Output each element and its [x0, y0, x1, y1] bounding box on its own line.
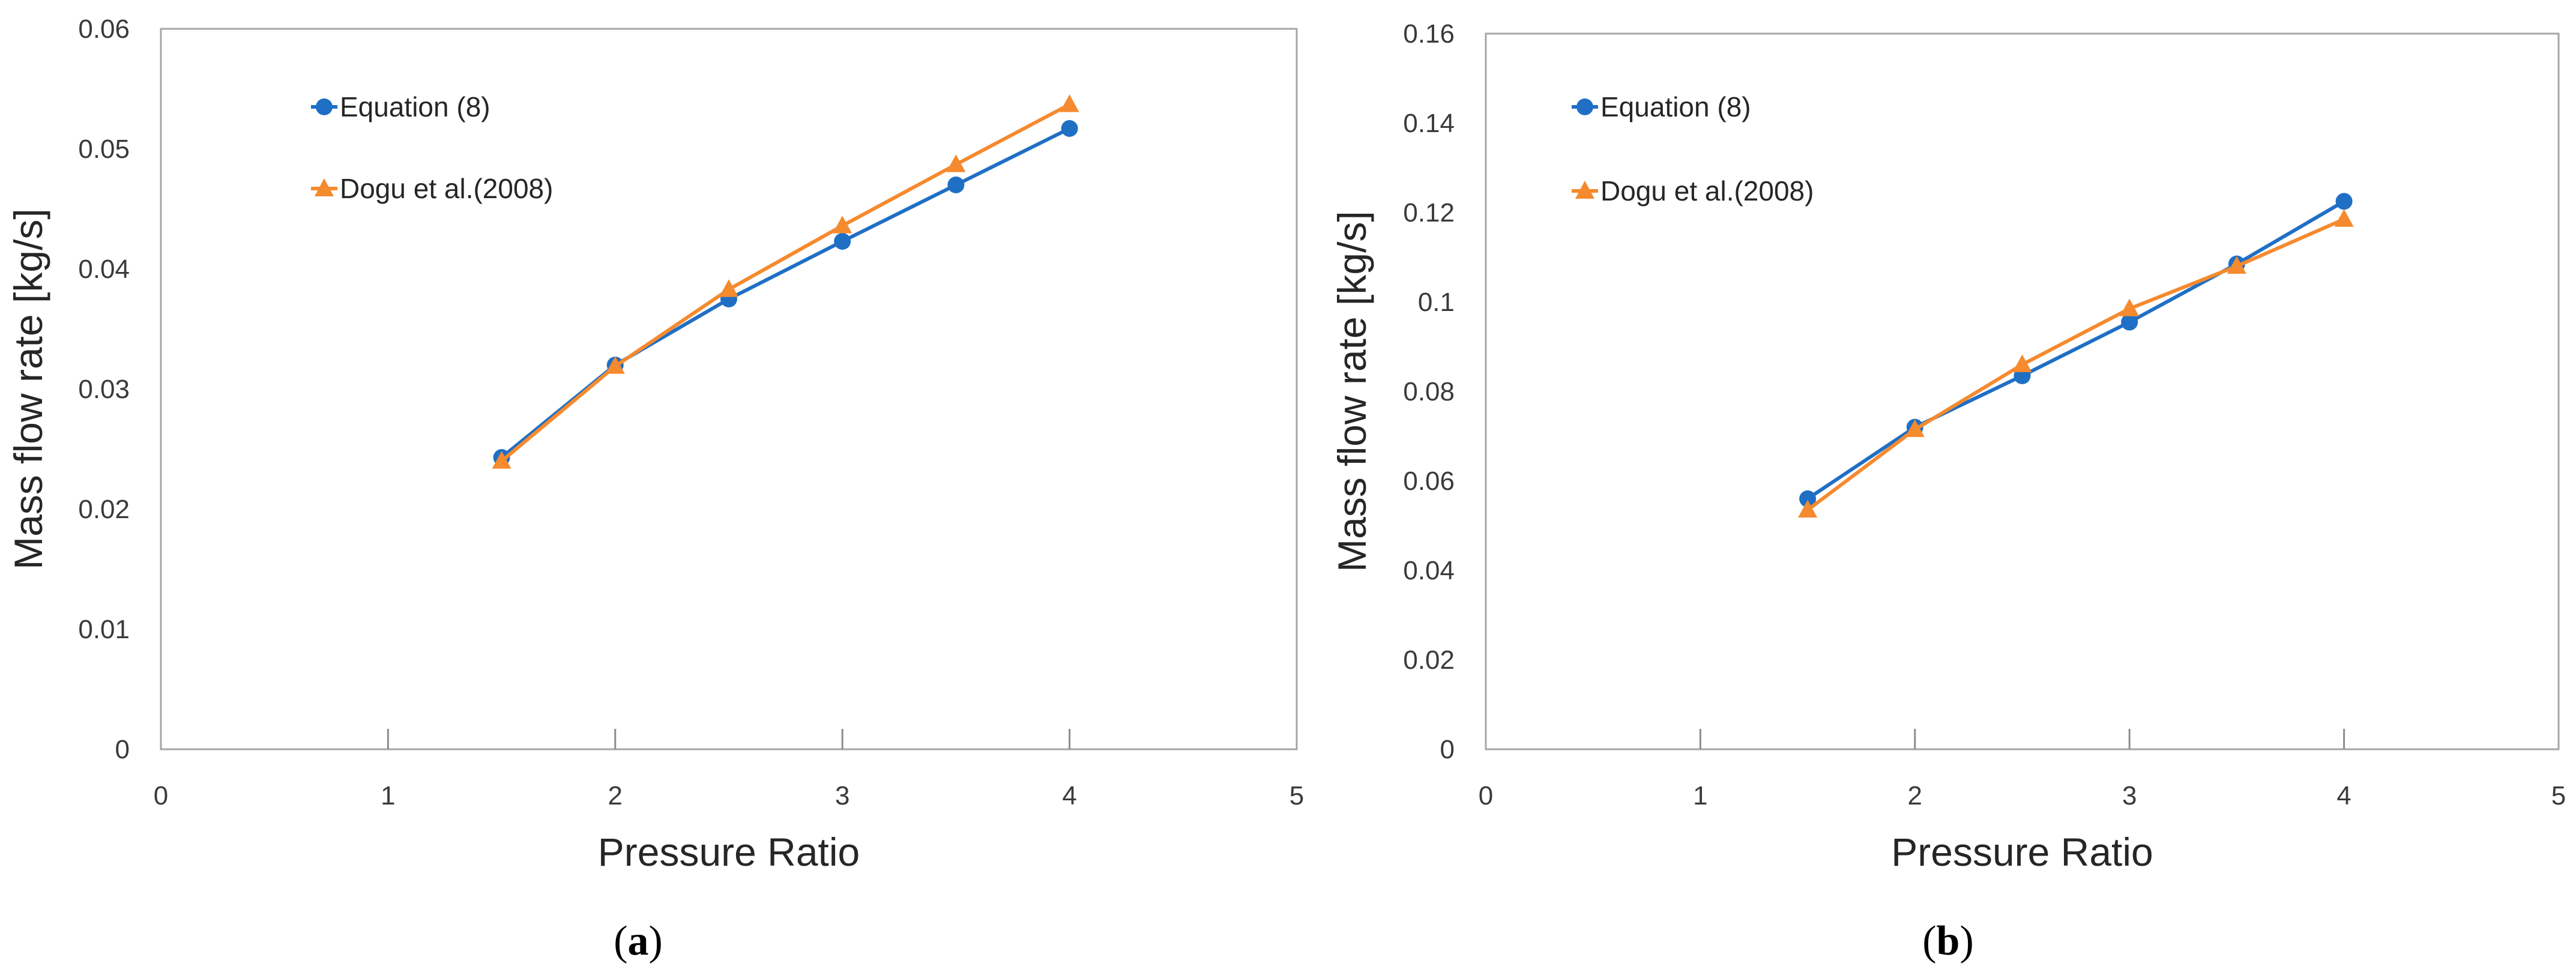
series-line — [500, 103, 1071, 463]
y-tick-label: 0.06 — [1403, 466, 1455, 496]
legend-marker-circle — [1576, 98, 1593, 115]
x-tick-label: 5 — [1290, 781, 1304, 811]
legend-label: Equation (8) — [1600, 91, 1751, 122]
data-point-circle — [947, 177, 965, 193]
data-point-triangle — [2334, 209, 2354, 227]
y-tick-label: 0 — [115, 735, 130, 764]
data-point-triangle — [1060, 94, 1079, 112]
legend-marker-triangle — [1575, 181, 1594, 199]
panel-caption: (a) — [614, 918, 663, 964]
legend-entry: Equation (8) — [1572, 91, 1751, 122]
y-tick-label: 0.14 — [1403, 109, 1455, 138]
x-tick-label: 5 — [2551, 781, 2566, 811]
y-tick-label: 0 — [1440, 735, 1455, 764]
data-point-circle — [2335, 193, 2353, 210]
x-tick-label: 2 — [1908, 781, 1922, 811]
data-point-triangle — [2012, 354, 2032, 372]
y-tick-label: 0.05 — [78, 134, 130, 164]
x-tick-label: 1 — [381, 781, 395, 811]
data-point-triangle — [2120, 298, 2140, 316]
legend-marker-circle — [316, 98, 333, 115]
x-axis-title: Pressure Ratio — [598, 830, 860, 874]
data-point-circle — [1799, 490, 1817, 507]
data-point-circle — [1061, 120, 1078, 137]
y-tick-label: 0.01 — [78, 615, 130, 644]
plot-area — [1485, 32, 2560, 750]
y-tick-label: 0.03 — [78, 375, 130, 404]
data-point-triangle — [1905, 419, 1925, 437]
chart-panel-a: 0 1 2 3 4 5 0 0.01 0.02 0.03 0.04 0.05 0.06 Pressure … — [6, 14, 1304, 964]
legend-label: Dogu et al.(2008) — [1600, 175, 1814, 207]
series-line — [500, 127, 1070, 459]
chart-panel-b: 0 1 2 3 4 5 0 0.02 0.04 0.06 0.08 0.1 0.12 0.14 0.16 Pr… — [1330, 19, 2566, 964]
x-tick-label: 4 — [2336, 781, 2351, 811]
y-tick-label: 0.02 — [1403, 645, 1455, 675]
y-axis-title: Mass flow rate [kg/s] — [6, 208, 50, 570]
data-point-circle — [834, 233, 851, 250]
caption-letter: b — [1937, 918, 1960, 964]
y-tick-label: 0.04 — [78, 255, 130, 284]
x-tick-label: 1 — [1693, 781, 1707, 811]
y-tick-label: 0.1 — [1418, 288, 1455, 317]
caption-letter: a — [628, 918, 649, 964]
x-tick-label: 3 — [835, 781, 849, 811]
y-tick-label: 0.16 — [1403, 19, 1455, 49]
legend-marker-triangle — [315, 178, 334, 196]
data-point-circle — [2121, 313, 2138, 331]
y-tick-label: 0.12 — [1403, 198, 1455, 228]
y-axis-title: Mass flow rate [kg/s] — [1330, 211, 1374, 572]
x-tick-label: 2 — [608, 781, 623, 811]
data-point-triangle — [833, 216, 852, 234]
y-tick-label: 0.06 — [78, 14, 130, 44]
data-point-triangle — [1798, 500, 1818, 518]
plot-area — [160, 28, 1298, 750]
data-point-triangle — [719, 279, 738, 297]
legend-entry: Dogu et al.(2008) — [1572, 175, 1814, 207]
series-line — [1806, 217, 2345, 512]
series-dogu-2008 — [1798, 209, 2354, 518]
series-equation-8 — [493, 120, 1078, 466]
x-tick-label: 3 — [2122, 781, 2137, 811]
data-point-triangle — [605, 356, 625, 374]
x-tick-label: 0 — [154, 781, 168, 811]
legend-entry: Dogu et al.(2008) — [311, 173, 553, 204]
legend-entry: Equation (8) — [311, 91, 490, 122]
x-axis-title: Pressure Ratio — [1891, 830, 2153, 874]
data-point-triangle — [946, 154, 966, 172]
y-tick-label: 0.04 — [1403, 556, 1455, 585]
data-point-triangle — [492, 451, 511, 469]
x-tick-label: 0 — [1479, 781, 1493, 811]
y-tick-label: 0.08 — [1403, 377, 1455, 406]
data-point-triangle — [2227, 256, 2246, 274]
y-tick-label: 0.02 — [78, 495, 130, 524]
legend-label: Dogu et al.(2008) — [340, 173, 553, 204]
x-tick-label: 4 — [1062, 781, 1076, 811]
series-dogu-2008 — [492, 94, 1079, 469]
panel-caption: (b) — [1922, 918, 1974, 964]
series-equation-8 — [1799, 193, 2353, 507]
legend-label: Equation (8) — [340, 91, 490, 122]
series-line — [1806, 199, 2345, 501]
